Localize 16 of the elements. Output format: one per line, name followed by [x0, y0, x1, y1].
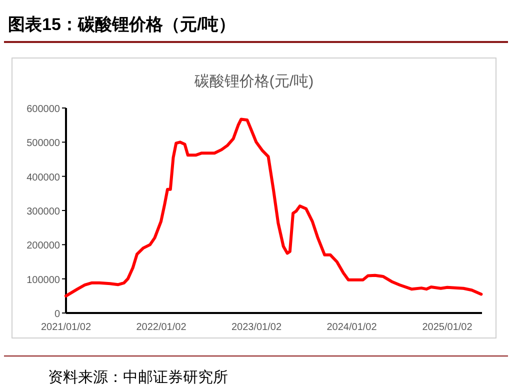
y-tick-label: 200000	[26, 240, 60, 252]
y-tick-label: 100000	[26, 274, 60, 286]
y-tick-label: 400000	[26, 172, 60, 184]
y-tick-label: 0	[54, 309, 60, 320]
line-series	[64, 118, 483, 298]
y-tick-label: 600000	[26, 104, 60, 115]
x-tick-label: 2022/01/02	[136, 322, 187, 333]
chart-title: 图表15：碳酸锂价格（元/吨）	[8, 15, 236, 34]
x-tick-label: 2023/01/02	[231, 322, 282, 333]
chart-subtitle: 碳酸锂价格(元/吨)	[193, 73, 314, 90]
y-tick-label: 300000	[26, 206, 60, 218]
text: 资料来源：中邮证券研究所	[48, 369, 228, 386]
x-tick-label: 2025/01/02	[422, 322, 473, 333]
x-tick-label: 2024/01/02	[326, 322, 378, 333]
y-tick-label: 500000	[26, 138, 60, 150]
x-tick-label: 2021/01/02	[40, 322, 92, 333]
